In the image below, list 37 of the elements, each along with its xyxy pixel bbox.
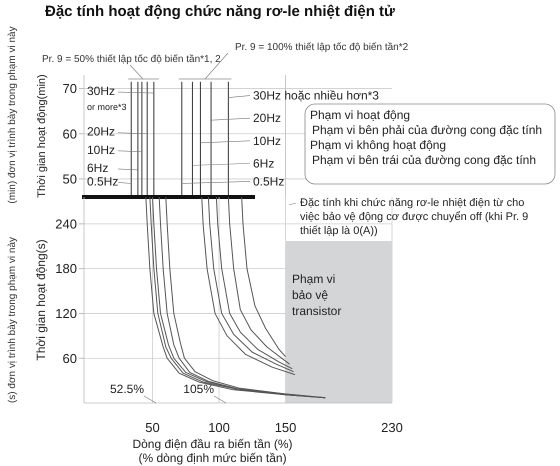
y-axis-title: Thời gian hoạt động(s) [34,239,48,361]
annotation: 10Hz [87,142,116,157]
annotation: Phạm vi bảo vệ transistor [292,272,342,318]
x-tick-label: 230 [381,420,403,435]
y-tick-label: 120 [55,306,77,321]
annotation: Phạm vi hoạt động [310,108,410,122]
x-axis-title: Dòng điện đầu ra biến tần (%) (% dòng định mức biến tần) [132,437,293,465]
annotation: 6Hz [87,160,108,175]
annotation: 105% [183,382,214,396]
annotation: 0.5Hz [87,174,118,188]
y-tick-label: 240 [55,216,77,232]
annotation: 20Hz [253,111,282,126]
y-tick-label: 180 [55,261,77,276]
annotation: Đặc tính khi chức năng rơ-le nhiệt điện từ cho việc bảo vệ động cơ được chuyển off (khi Pr. 9 thiết lập là 0(A)) [300,197,528,237]
annotation: Phạm vi bên phải của đường cong đặc tính [312,123,542,137]
annotation: 10Hz [253,134,282,148]
annotation: 30Hz or more*3 [87,84,127,112]
annotation: 30Hz hoặc nhiều hơn*3 [253,88,380,103]
annotation: 52.5% [110,382,144,396]
annotation: 0.5Hz [253,174,284,188]
y-axis-title: Thời gian hoạt động(min) [36,74,48,198]
annotation: Pr. 9 = 50% thiết lập tốc độ biến tần*1, 2 [42,54,222,65]
x-tick-label: 150 [274,420,296,435]
text: Pr. 9 = 100% thiết lập tốc độ biến tần*2 [235,42,409,53]
y-tick-label: 50 [62,171,77,186]
y-tick-label: 70 [62,81,77,96]
x-tick-label: 100 [208,420,230,435]
annotation: 6Hz [253,156,274,170]
text: (min) đơn vị trình bày trong phạm vi này [7,26,18,204]
x-tick-label: 50 [145,420,160,435]
annotation: Phạm vi không hoạt động [310,138,446,152]
annotation: 20Hz [87,124,116,139]
text: (s) đơn vị trình bày trong phạm vi này [7,236,18,404]
y-tick-label: 60 [62,126,77,142]
chart-title: Đặc tính hoạt động chức năng rơ-le nhiệt điện tử [45,3,396,20]
y-tick-label: 60 [62,350,77,366]
annotation: Phạm vi bên trái của đường cong đặc tính [312,153,536,167]
